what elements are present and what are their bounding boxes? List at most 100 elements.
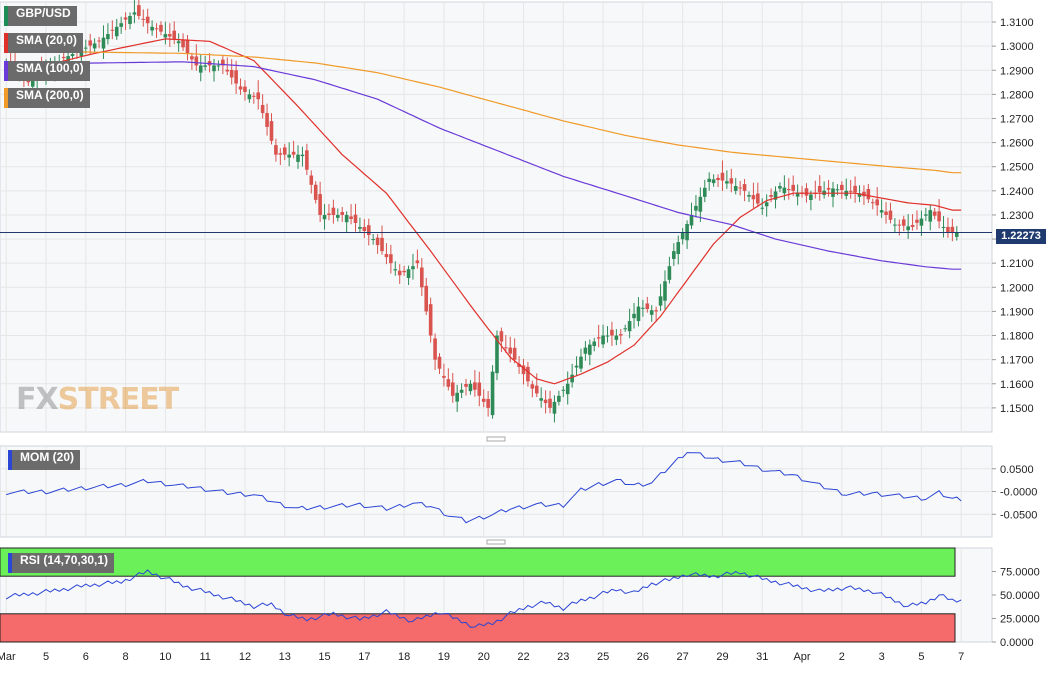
candle-body bbox=[720, 172, 725, 181]
price-tick-label: 1.2500 bbox=[1000, 162, 1034, 174]
candle-body bbox=[402, 270, 406, 273]
candle-body bbox=[565, 383, 570, 395]
candle-body bbox=[658, 296, 663, 306]
x-axis-label: 17 bbox=[358, 651, 370, 663]
candle-body bbox=[870, 202, 875, 204]
candle-body bbox=[371, 239, 375, 241]
candle-body bbox=[539, 398, 543, 401]
candle-body bbox=[322, 214, 327, 220]
candle-body bbox=[623, 328, 627, 330]
candle-body bbox=[477, 382, 482, 396]
candle-body bbox=[446, 379, 451, 387]
x-axis-label: 7 bbox=[958, 651, 964, 663]
candle-body bbox=[464, 384, 468, 387]
candle-body bbox=[437, 356, 442, 369]
candle-body bbox=[313, 184, 318, 200]
candle-body bbox=[393, 269, 398, 271]
candle-body bbox=[548, 398, 552, 408]
candle-body bbox=[707, 178, 711, 183]
sma100-legend: SMA (100,0) bbox=[4, 61, 90, 81]
candle-body bbox=[636, 306, 641, 322]
candle-body bbox=[397, 270, 402, 276]
price-tick-label: 1.2000 bbox=[1000, 282, 1034, 294]
x-axis-label: 25 bbox=[597, 651, 609, 663]
price-tick-label: 1.1800 bbox=[1000, 331, 1034, 343]
candle-body bbox=[406, 269, 411, 279]
candle-body bbox=[504, 347, 508, 349]
sma200-line bbox=[6, 50, 962, 174]
price-tick-label: 1.3000 bbox=[1000, 41, 1034, 53]
candle-body bbox=[893, 224, 897, 226]
candle-body bbox=[751, 195, 756, 200]
candle-body bbox=[428, 304, 433, 336]
x-axis-label: 29 bbox=[716, 651, 728, 663]
candle-body bbox=[353, 214, 358, 223]
candle-body bbox=[932, 211, 937, 216]
rsi-overbought-band bbox=[0, 547, 956, 577]
candle-body bbox=[291, 151, 296, 155]
price-tick-label: 1.2700 bbox=[1000, 113, 1034, 125]
price-tick-label: 1.2300 bbox=[1000, 210, 1034, 222]
rsi-tick-label: 0.0000 bbox=[1000, 637, 1034, 649]
candle-body bbox=[349, 216, 353, 219]
candle-body bbox=[203, 65, 207, 67]
candle-body bbox=[574, 365, 579, 368]
candle-body bbox=[910, 224, 915, 228]
rsi-legend-text: RSI (14,70,30,1) bbox=[20, 553, 109, 567]
x-axis-label: Mar bbox=[0, 651, 16, 663]
candle-body bbox=[198, 65, 203, 73]
candle-body bbox=[840, 184, 844, 191]
candle-body bbox=[680, 233, 685, 240]
candle-body bbox=[826, 187, 831, 190]
candle-body bbox=[221, 59, 225, 66]
candle-body bbox=[756, 193, 760, 204]
candle-body bbox=[570, 374, 574, 383]
candle-body bbox=[738, 187, 742, 189]
candle-body bbox=[592, 341, 597, 347]
sma100-swatch bbox=[4, 61, 8, 81]
candle-body bbox=[366, 225, 371, 236]
candle-body bbox=[411, 266, 415, 270]
candle-body bbox=[358, 227, 362, 229]
candle-body bbox=[809, 194, 813, 200]
candle-body bbox=[318, 194, 322, 215]
last-price-tag: 1.22273 bbox=[996, 229, 1046, 244]
candle-body bbox=[344, 214, 349, 223]
candle-body bbox=[150, 26, 154, 31]
x-axis-label: 20 bbox=[478, 651, 490, 663]
candle-body bbox=[468, 383, 473, 392]
candle-body bbox=[760, 207, 765, 209]
sma200-swatch bbox=[4, 88, 8, 108]
candle-body bbox=[145, 16, 150, 24]
candle-body bbox=[123, 17, 128, 20]
candle-body bbox=[30, 79, 35, 87]
pair-label-text: GBP/USD bbox=[16, 6, 71, 20]
candle-body bbox=[716, 177, 720, 180]
candle-body bbox=[698, 196, 703, 212]
panel-splitter-handle bbox=[486, 436, 506, 442]
price-tick-label: 1.1700 bbox=[1000, 355, 1034, 367]
candle-body bbox=[194, 56, 199, 66]
candle-body bbox=[786, 189, 791, 191]
candle-body bbox=[835, 189, 840, 191]
candle-body bbox=[159, 24, 163, 32]
candle-body bbox=[579, 356, 583, 369]
sma20-legend-text: SMA (20,0) bbox=[16, 33, 77, 47]
candle-body bbox=[163, 34, 168, 38]
candle-body bbox=[459, 389, 464, 393]
sma20-line bbox=[6, 38, 962, 385]
candle-body bbox=[172, 30, 177, 39]
candle-body bbox=[897, 224, 902, 226]
candle-body bbox=[455, 392, 459, 402]
candle-body bbox=[530, 384, 535, 389]
candle-body bbox=[97, 40, 101, 42]
candle-body bbox=[950, 226, 955, 233]
sma200-legend-text: SMA (200,0) bbox=[16, 88, 84, 102]
price-tick-label: 1.2600 bbox=[1000, 138, 1034, 150]
candle-body bbox=[946, 226, 950, 233]
candle-body bbox=[804, 188, 809, 196]
candle-body bbox=[561, 389, 566, 391]
candle-body bbox=[702, 187, 707, 197]
candle-body bbox=[512, 347, 517, 360]
